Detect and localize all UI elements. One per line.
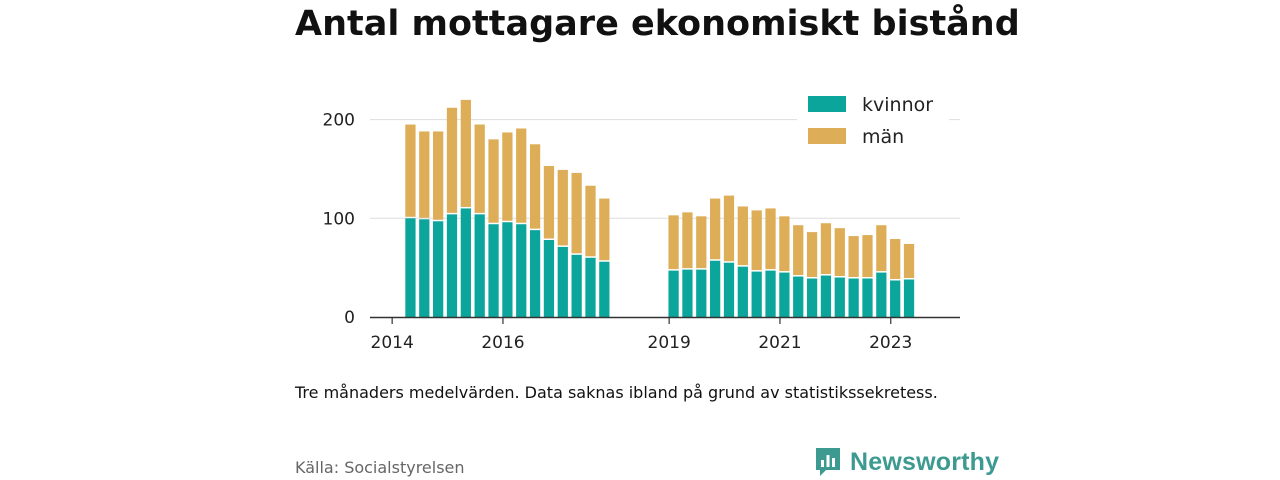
bar-kvinnor [599, 261, 610, 317]
bar-man [737, 206, 748, 266]
bar-kvinnor [557, 246, 568, 317]
bar-kvinnor [862, 278, 873, 317]
bar-man [405, 124, 416, 217]
bar-kvinnor [806, 278, 818, 317]
bar-man [585, 185, 596, 257]
bar-man [599, 198, 610, 261]
x-tick-label: 2019 [648, 333, 691, 353]
bar-kvinnor [903, 279, 915, 317]
bar-man [890, 239, 901, 279]
legend: kvinnor män [797, 88, 949, 152]
bar-kvinnor [419, 219, 430, 317]
bar-man [834, 228, 845, 277]
bar-kvinnor [793, 276, 804, 317]
bar-man [862, 235, 873, 278]
bar-kvinnor [474, 214, 485, 317]
bar-kvinnor [668, 270, 679, 317]
bar-man [696, 216, 707, 269]
bar-kvinnor [446, 214, 458, 317]
bar-kvinnor [710, 260, 721, 317]
bar-kvinnor [571, 254, 582, 317]
bar-kvinnor [751, 271, 762, 317]
bar-kvinnor [765, 270, 776, 317]
bar-kvinnor [779, 272, 790, 317]
bars [405, 99, 915, 317]
axes: 0 100 200 2014 2016 2019 2021 2023 [323, 111, 960, 353]
bar-kvinnor [848, 278, 859, 317]
legend-kvinnor-label: kvinnor [862, 94, 933, 116]
bar-man [848, 236, 859, 278]
bar-man [571, 172, 582, 254]
bar-kvinnor [405, 218, 416, 317]
bar-man [723, 195, 735, 262]
brand-name: Newsworthy [850, 447, 1000, 476]
bar-man [820, 223, 832, 275]
bar-man [488, 139, 499, 223]
chart-title: Antal mottagare ekonomiskt bistånd [295, 4, 1020, 44]
x-tick-label: 2014 [371, 333, 414, 353]
bar-man [543, 165, 555, 239]
y-tick-label: 200 [323, 111, 355, 131]
bar-man [806, 232, 818, 278]
bar-man [419, 131, 430, 218]
bar-man [751, 210, 762, 271]
bar-kvinnor [723, 262, 735, 317]
bar-kvinnor [737, 266, 748, 317]
bar-kvinnor [834, 277, 845, 317]
bar-kvinnor [876, 272, 887, 317]
bar-man [710, 198, 721, 260]
bar-kvinnor [433, 221, 444, 317]
legend-man-label: män [862, 126, 904, 148]
bar-man [474, 124, 485, 213]
bar-man [765, 208, 776, 270]
bar-kvinnor [460, 208, 471, 317]
bar-kvinnor [502, 222, 513, 317]
bar-man [529, 144, 541, 229]
bar-man [876, 225, 887, 272]
bar-man [903, 243, 915, 278]
bar-kvinnor [682, 269, 693, 317]
y-tick-label: 0 [344, 308, 355, 328]
bar-kvinnor [529, 230, 541, 317]
bar-man [433, 131, 444, 220]
bar-man [460, 99, 471, 207]
bar-kvinnor [890, 280, 901, 317]
bar-chart-speech-bubble-icon [816, 448, 840, 476]
bar-man [446, 107, 458, 213]
bar-man [779, 216, 790, 272]
bar-kvinnor [516, 224, 527, 317]
bar-kvinnor [696, 269, 707, 317]
chart-source: Källa: Socialstyrelsen [295, 458, 465, 477]
bar-kvinnor [488, 224, 499, 317]
bar-man [793, 225, 804, 276]
x-tick-label: 2021 [758, 333, 801, 353]
legend-kvinnor-swatch [808, 96, 846, 112]
x-tick-label: 2016 [481, 333, 524, 353]
brand-logo[interactable]: Newsworthy [814, 444, 999, 480]
chart-note: Tre månaders medelvärden. Data saknas ib… [295, 383, 938, 402]
bar-man [516, 128, 527, 223]
bar-kvinnor [543, 240, 555, 317]
bar-man [502, 132, 513, 221]
bar-man [668, 215, 679, 270]
x-tick-label: 2023 [869, 333, 912, 353]
bar-man [682, 212, 693, 269]
bar-kvinnor [585, 257, 596, 317]
bar-man [557, 169, 568, 246]
legend-man-swatch [808, 128, 846, 144]
bar-kvinnor [820, 275, 832, 317]
y-tick-label: 100 [323, 209, 355, 229]
